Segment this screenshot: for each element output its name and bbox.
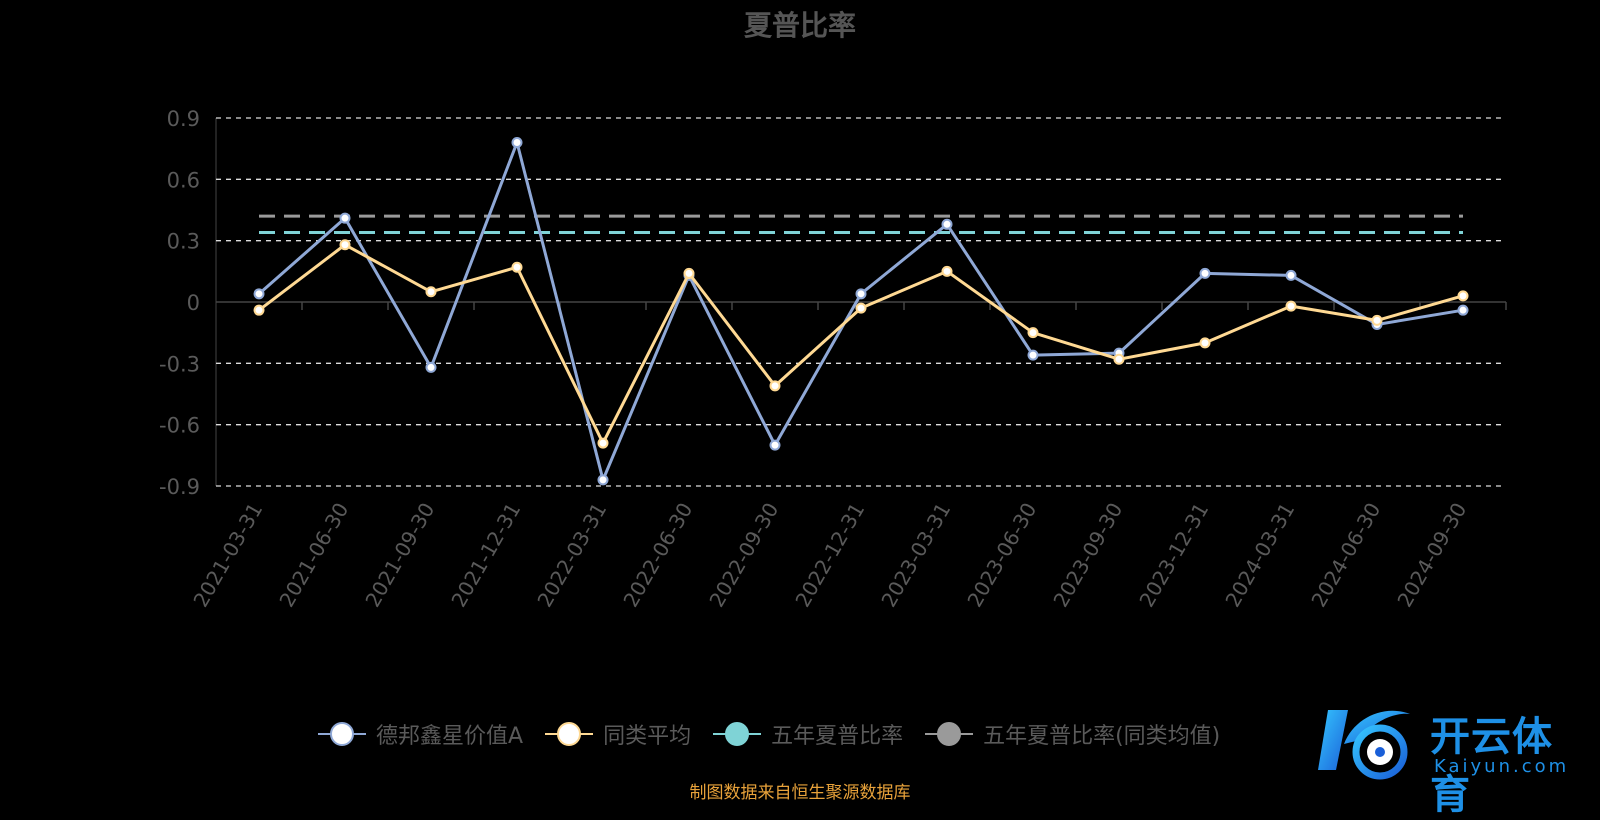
legend-label-five-year-sharpe-peer: 五年夏普比率(同类均值) <box>983 724 1221 749</box>
data-point <box>511 137 523 149</box>
data-point <box>1285 269 1297 281</box>
data-point <box>1457 304 1469 316</box>
legend-item-five-year-sharpe[interactable]: 五年夏普比率 <box>713 718 903 750</box>
data-point <box>941 265 953 277</box>
x-tick-label: 2021-06-30 <box>274 499 353 612</box>
data-point <box>339 212 351 224</box>
data-point <box>597 474 609 486</box>
x-tick-label: 2022-03-31 <box>532 499 611 612</box>
legend-item-five-year-sharpe-peer[interactable]: 五年夏普比率(同类均值) <box>925 718 1220 750</box>
legend-label-fund: 德邦鑫星价值A <box>376 724 524 749</box>
data-point <box>1457 290 1469 302</box>
data-point <box>855 302 867 314</box>
source-note: 制图数据来自恒生聚源数据库 <box>689 783 911 803</box>
x-tick-label: 2021-03-31 <box>188 499 267 612</box>
data-point <box>1027 327 1039 339</box>
data-point <box>425 286 437 298</box>
data-point <box>769 380 781 392</box>
data-point <box>425 361 437 373</box>
legend-label-five-year-sharpe: 五年夏普比率 <box>771 724 904 749</box>
data-point <box>1113 353 1125 365</box>
x-tick-label: 2023-03-31 <box>876 499 955 612</box>
kaiyun-logo-icon <box>1318 710 1410 780</box>
y-tick-label: 0.3 <box>167 230 200 254</box>
legend-label-peer-average: 同类平均 <box>603 724 692 749</box>
x-tick-label: 2021-09-30 <box>360 499 439 612</box>
x-tick-label: 2024-09-30 <box>1392 499 1471 612</box>
data-point <box>253 304 265 316</box>
data-point <box>1199 337 1211 349</box>
x-tick-label: 2024-03-31 <box>1220 499 1299 612</box>
data-point <box>941 218 953 230</box>
data-point <box>1371 314 1383 326</box>
chart-title: 夏普比率 <box>743 9 856 42</box>
data-point <box>1285 300 1297 312</box>
x-tick-label: 2023-12-31 <box>1134 499 1213 612</box>
x-tick-label: 2022-06-30 <box>618 499 697 612</box>
kaiyun-logo: 开云体育 Kaiyun.com <box>1314 700 1590 818</box>
data-point <box>769 439 781 451</box>
data-point <box>855 288 867 300</box>
y-tick-label: 0.9 <box>167 107 200 131</box>
data-point <box>339 239 351 251</box>
legend: 德邦鑫星价值A 同类平均 五年夏普比率 五年夏普比率(同类均值) <box>318 718 1220 750</box>
y-tick-label: 0 <box>187 291 200 315</box>
legend-item-peer-average[interactable]: 同类平均 <box>545 718 691 750</box>
x-tick-label: 2022-12-31 <box>790 499 869 612</box>
y-tick-label: 0.6 <box>167 168 200 192</box>
y-tick-label: -0.9 <box>159 475 200 499</box>
x-tick-label: 2021-12-31 <box>446 499 525 612</box>
data-point <box>1199 267 1211 279</box>
x-tick-label: 2022-09-30 <box>704 499 783 612</box>
data-point <box>683 267 695 279</box>
legend-item-fund[interactable]: 德邦鑫星价值A <box>318 718 523 750</box>
data-point <box>597 437 609 449</box>
data-point <box>511 261 523 273</box>
data-point <box>1027 349 1039 361</box>
x-tick-label: 2023-09-30 <box>1048 499 1127 612</box>
y-tick-label: -0.3 <box>159 352 200 376</box>
data-point <box>253 288 265 300</box>
y-tick-label: -0.6 <box>159 414 200 438</box>
x-tick-label: 2024-06-30 <box>1306 499 1385 612</box>
logo-text-en: Kaiyun.com <box>1434 756 1570 777</box>
x-tick-label: 2023-06-30 <box>962 499 1041 612</box>
